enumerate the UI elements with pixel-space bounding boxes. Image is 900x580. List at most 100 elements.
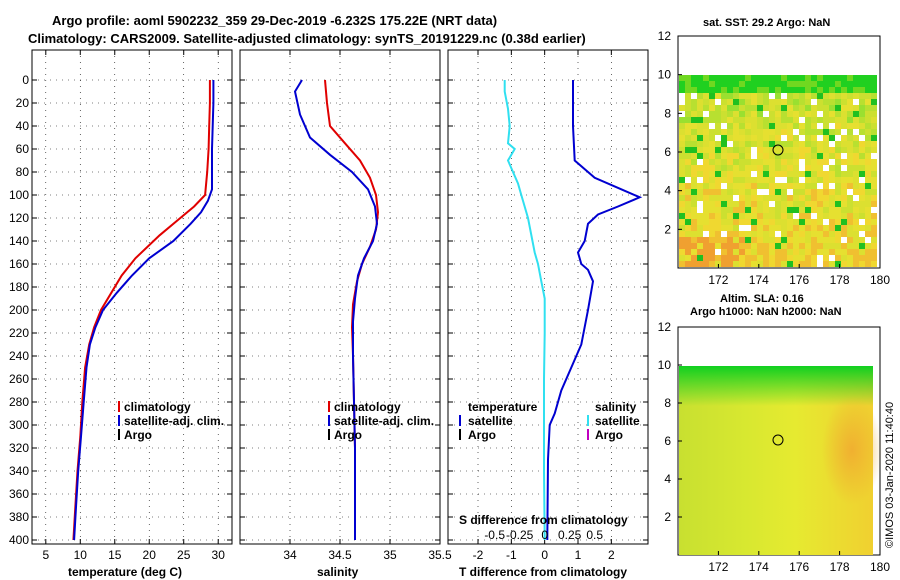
sst-cell bbox=[865, 123, 871, 129]
sst-cell bbox=[787, 231, 793, 237]
temperature-panel: 0 20 40 60 80 100 120 140 160 180 200 220 240 260 280 3… bbox=[9, 49, 233, 579]
sst-cell bbox=[775, 111, 781, 117]
sst-cell bbox=[781, 183, 787, 189]
sst-cell bbox=[811, 189, 817, 195]
sst-cell bbox=[805, 75, 811, 81]
sst-cell bbox=[799, 183, 805, 189]
sst-cell bbox=[775, 261, 781, 267]
sst-cell bbox=[811, 225, 817, 231]
sst-cell bbox=[685, 219, 691, 225]
sst-cell bbox=[757, 153, 763, 159]
sst-cell bbox=[817, 225, 823, 231]
s-difference-tick-label: -0.25 bbox=[506, 528, 534, 542]
sst-cell bbox=[691, 261, 697, 267]
s-difference-tick-label: -0.5 bbox=[484, 528, 505, 542]
sst-cell bbox=[715, 207, 721, 213]
sst-cell bbox=[745, 255, 751, 261]
sst-cell bbox=[763, 81, 769, 87]
sst-cell bbox=[721, 195, 727, 201]
sst-cell bbox=[769, 177, 775, 183]
sst-cell bbox=[859, 123, 865, 129]
sst-cell bbox=[847, 93, 853, 99]
sst-cell bbox=[823, 237, 829, 243]
sst-cell bbox=[775, 117, 781, 123]
sst-cell bbox=[853, 201, 859, 207]
sst-cell bbox=[745, 129, 751, 135]
sst-cell bbox=[829, 111, 835, 117]
sst-cell bbox=[697, 141, 703, 147]
sst-cell bbox=[739, 189, 745, 195]
sst-cell bbox=[691, 165, 697, 171]
sst-cell bbox=[853, 255, 859, 261]
sst-cell bbox=[829, 93, 835, 99]
x-tick-label: 35.5 bbox=[428, 548, 452, 562]
sst-cell bbox=[835, 177, 841, 183]
sst-cell bbox=[763, 99, 769, 105]
sst-cell bbox=[793, 255, 799, 261]
series-line-satellite-adj-clim- bbox=[293, 79, 379, 540]
sst-cell bbox=[697, 237, 703, 243]
sst-cell bbox=[811, 93, 817, 99]
sst-cell bbox=[745, 123, 751, 129]
sst-cell bbox=[745, 249, 751, 255]
sst-cell bbox=[799, 249, 805, 255]
sst-cell bbox=[721, 213, 727, 219]
sst-cell bbox=[697, 201, 703, 207]
sst-cell bbox=[745, 237, 751, 243]
sst-cell bbox=[787, 177, 793, 183]
sst-cell bbox=[847, 231, 853, 237]
sst-cell bbox=[697, 171, 703, 177]
sst-cell bbox=[709, 129, 715, 135]
sst-cell bbox=[829, 75, 835, 81]
sst-cell bbox=[703, 99, 709, 105]
sst-cell bbox=[751, 147, 757, 153]
map-x-tick-label: 180 bbox=[870, 560, 890, 574]
sst-cell bbox=[799, 207, 805, 213]
sst-cell bbox=[871, 153, 877, 159]
sst-cell bbox=[769, 123, 775, 129]
sst-cell bbox=[811, 99, 817, 105]
sst-cell bbox=[847, 129, 853, 135]
sst-cell bbox=[817, 207, 823, 213]
sst-cell bbox=[853, 243, 859, 249]
sst-cell bbox=[691, 75, 697, 81]
temperature-legend: climatology satellite-adj. clim. Argo bbox=[118, 400, 224, 442]
sst-cell bbox=[703, 201, 709, 207]
sst-cell bbox=[775, 255, 781, 261]
sst-cell bbox=[679, 219, 685, 225]
sst-cell bbox=[709, 231, 715, 237]
sst-cell bbox=[739, 141, 745, 147]
sst-cell bbox=[817, 147, 823, 153]
sst-cell bbox=[823, 243, 829, 249]
sst-cell bbox=[805, 111, 811, 117]
sst-cell bbox=[787, 243, 793, 249]
sst-cell bbox=[703, 207, 709, 213]
sst-cell bbox=[733, 165, 739, 171]
sst-cell bbox=[679, 147, 685, 153]
sst-cell bbox=[799, 141, 805, 147]
sst-cell bbox=[721, 237, 727, 243]
legend-t-satellite-label: satellite bbox=[468, 414, 513, 428]
sst-cell bbox=[823, 153, 829, 159]
sst-cell bbox=[721, 123, 727, 129]
sst-cell bbox=[721, 261, 727, 267]
sst-cell bbox=[721, 117, 727, 123]
sst-cell bbox=[859, 207, 865, 213]
sst-cell bbox=[757, 117, 763, 123]
sst-cell bbox=[865, 105, 871, 111]
sst-cell bbox=[781, 177, 787, 183]
sst-cell bbox=[787, 153, 793, 159]
sst-cell bbox=[817, 87, 823, 93]
sst-cell bbox=[787, 207, 793, 213]
sst-cell bbox=[715, 117, 721, 123]
depth-tick-label: 20 bbox=[16, 96, 30, 110]
sst-cell bbox=[721, 159, 727, 165]
sst-cell bbox=[685, 123, 691, 129]
sst-cell bbox=[697, 249, 703, 255]
sst-cell bbox=[805, 87, 811, 93]
sst-cell bbox=[817, 243, 823, 249]
sst-cell bbox=[865, 147, 871, 153]
sst-cell bbox=[769, 147, 775, 153]
sst-cell bbox=[733, 219, 739, 225]
